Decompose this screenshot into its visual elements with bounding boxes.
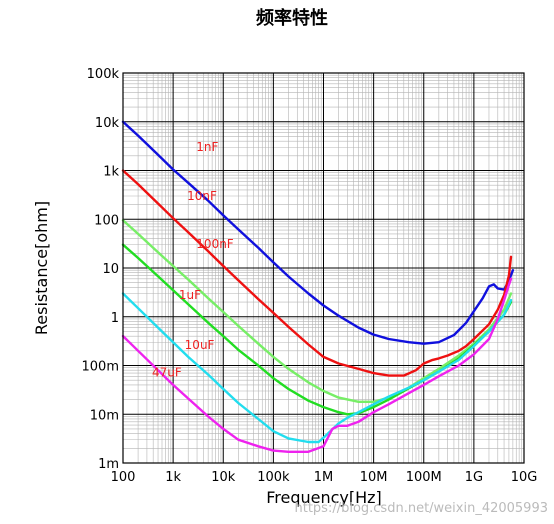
x-tick-label: 1M	[314, 470, 334, 485]
x-tick-labels: 100 1k 10k 100k 1M 10M 100M 1G 10G	[111, 470, 538, 485]
y-tick-label: 10k	[95, 116, 120, 131]
series-label-10uF: 10uF	[185, 338, 215, 352]
y-tick-label: 100m	[82, 360, 119, 375]
x-tick-label: 100	[111, 470, 136, 485]
x-tick-label: 1G	[465, 470, 483, 485]
y-tick-label: 1k	[103, 165, 119, 180]
series-label-47uF: 47uF	[152, 365, 182, 379]
y-tick-labels: 1m 10m 100m 1 10 100 1k 10k 100k	[82, 67, 120, 472]
y-tick-label: 10	[102, 262, 119, 277]
series-line-1nF	[121, 120, 515, 345]
x-tick-label: 10M	[360, 470, 388, 485]
chart-title: 频率特性	[256, 7, 328, 29]
series-label-100nF: 100nF	[196, 237, 234, 251]
series-label-10nF: 10nF	[187, 189, 217, 203]
series-line-10nF	[121, 169, 513, 377]
series-label-1nF: 1nF	[196, 140, 218, 154]
x-tick-label: 1k	[165, 470, 181, 485]
series-line-47uF	[121, 277, 513, 453]
y-tick-label: 10m	[90, 408, 119, 423]
x-tick-label: 100k	[257, 470, 290, 485]
y-tick-label: 1	[111, 311, 119, 326]
x-tick-label: 10k	[211, 470, 236, 485]
y-axis-title: Resistance[ohm]	[32, 201, 51, 335]
y-tick-label: 100	[94, 213, 119, 228]
series-layer	[121, 120, 515, 453]
x-tick-label: 10G	[511, 470, 538, 485]
y-tick-label: 1m	[98, 457, 119, 472]
series-label-1uF: 1uF	[179, 288, 201, 302]
series-line-10uF	[121, 292, 513, 444]
watermark: https://blog.csdn.net/weixin_42005993	[294, 501, 548, 516]
plot-frame	[122, 72, 525, 464]
x-tick-label: 100M	[406, 470, 442, 485]
series-line-100nF	[121, 219, 513, 403]
x-axis-title: Frequency[Hz]	[266, 488, 382, 507]
y-tick-label: 100k	[87, 67, 120, 82]
